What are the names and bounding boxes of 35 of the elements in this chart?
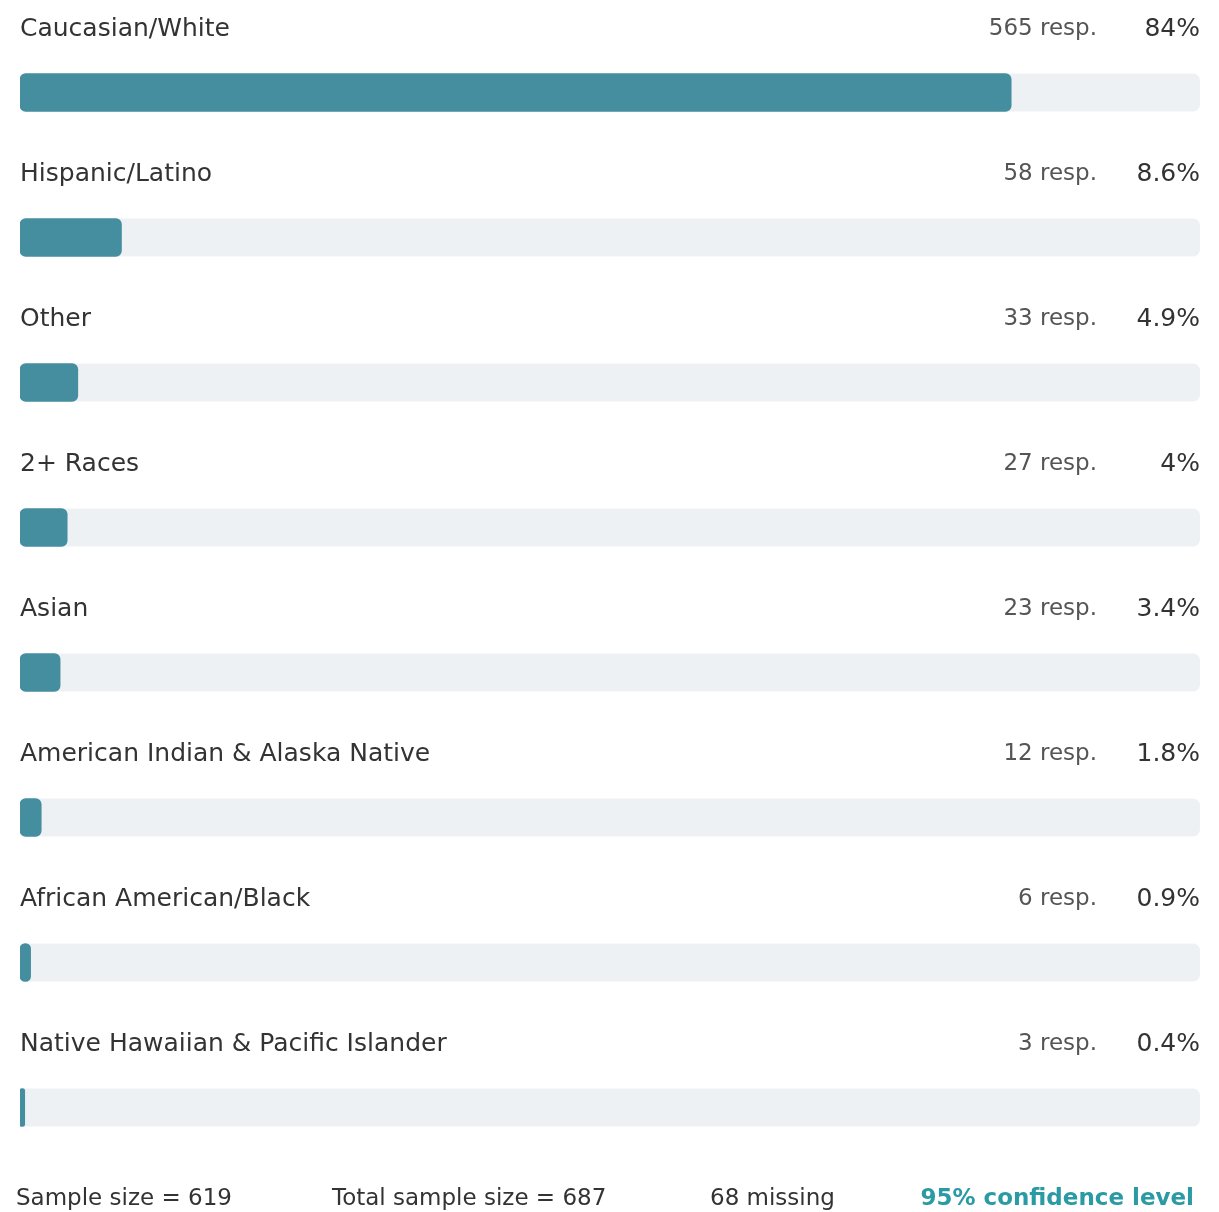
annotation: 3 resp. xyxy=(1018,1029,1097,1056)
annotation: 12 resp. xyxy=(1003,739,1097,766)
data-label: 0.9% xyxy=(1136,883,1200,912)
bar xyxy=(20,508,68,547)
bar xyxy=(20,363,79,402)
annotation: 33 resp. xyxy=(1003,304,1097,331)
data-label: 3.4% xyxy=(1136,593,1200,622)
bar xyxy=(20,218,122,257)
annotation: 565 resp. xyxy=(988,14,1097,41)
annotation: 27 resp. xyxy=(1003,449,1097,476)
y-tick-label: Asian xyxy=(20,593,89,622)
y-tick-label: Caucasian/White xyxy=(20,13,230,42)
annotation: 58 resp. xyxy=(1003,159,1097,186)
text: 68 missing xyxy=(710,1184,835,1210)
bar xyxy=(20,653,61,692)
data-label: 1.8% xyxy=(1136,738,1200,767)
annotation: 23 resp. xyxy=(1003,594,1097,621)
data-label: 8.6% xyxy=(1136,158,1200,187)
text: Sample size = 619 xyxy=(16,1184,232,1210)
annotation: 6 resp. xyxy=(1018,884,1097,911)
bar xyxy=(20,798,42,837)
y-tick-label: Hispanic/Latino xyxy=(20,158,213,187)
y-tick-label: American Indian & Alaska Native xyxy=(20,738,431,767)
text: 95% confidence level xyxy=(920,1184,1194,1210)
data-label: 4% xyxy=(1160,448,1200,477)
y-tick-label: Other xyxy=(20,303,92,332)
text: Total sample size = 687 xyxy=(332,1184,607,1210)
data-label: 4.9% xyxy=(1136,303,1200,332)
data-label: 84% xyxy=(1144,13,1200,42)
bar xyxy=(20,943,31,982)
y-tick-label: Native Hawaiian & Pacific Islander xyxy=(20,1028,448,1057)
bar xyxy=(20,1088,26,1127)
data-label: 0.4% xyxy=(1136,1028,1200,1057)
y-tick-label: African American/Black xyxy=(20,883,311,912)
y-tick-label: 2+ Races xyxy=(20,448,140,477)
